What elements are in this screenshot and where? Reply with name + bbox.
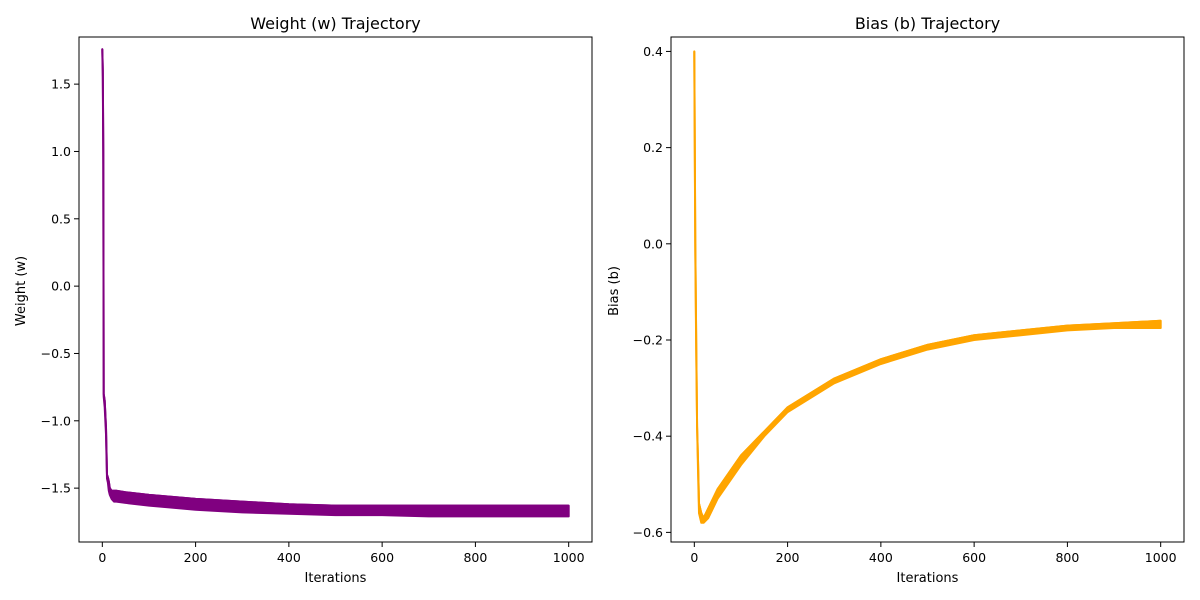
y-tick-label-bias: 0.0 — [643, 236, 663, 251]
x-tick-label-weight: 600 — [370, 550, 394, 565]
series-band-weight — [101, 48, 570, 518]
y-tick-label-bias: 0.4 — [643, 44, 663, 59]
chart-title-bias: Bias (b) Trajectory — [855, 14, 1000, 33]
y-tick-label-weight: −0.5 — [41, 346, 71, 361]
x-tick-label-weight: 1000 — [553, 550, 585, 565]
y-axis-label-weight: Weight (w) — [14, 256, 29, 326]
x-tick-label-weight: 800 — [463, 550, 487, 565]
plot-area-bias: 0 200 400 600 800 1000 −0.6 −0.4 −0.2 0.0 0.2 0.4 — [633, 36, 1185, 565]
x-tick-label-bias: 0 — [690, 550, 698, 565]
x-tick-label-bias: 200 — [776, 550, 800, 565]
y-tick-label-weight: 0.0 — [51, 279, 71, 294]
y-tick-label-weight: −1.0 — [41, 413, 71, 428]
plot-area-weight: 0 200 400 600 800 1000 −1.5 −1.0 −0.5 0.0 0.5 1.0 1.… — [41, 36, 593, 565]
x-tick-label-bias: 1000 — [1145, 550, 1177, 565]
y-tick-label-bias: −0.2 — [633, 333, 663, 348]
y-tick-label-weight: 1.0 — [51, 144, 71, 159]
x-tick-label-bias: 600 — [962, 550, 986, 565]
x-axis-label-bias: Iterations — [897, 571, 959, 586]
x-tick-label-weight: 0 — [98, 550, 106, 565]
y-tick-label-bias: 0.2 — [643, 140, 663, 155]
y-tick-label-bias: −0.4 — [633, 429, 663, 444]
chart-title-weight: Weight (w) Trajectory — [250, 14, 420, 33]
series-line-bias — [693, 51, 1161, 521]
y-tick-label-weight: 0.5 — [51, 211, 71, 226]
x-tick-label-bias: 800 — [1055, 550, 1079, 565]
chart-weight-trajectory: Weight (w) Trajectory Iterations Weight … — [14, 14, 593, 586]
x-tick-label-weight: 200 — [184, 550, 208, 565]
axes-frame-bias — [670, 36, 1185, 543]
y-tick-label-bias: −0.6 — [633, 525, 663, 540]
series-line-weight — [101, 49, 569, 507]
series-band-bias — [693, 50, 1162, 524]
y-axis-label-bias: Bias (b) — [607, 266, 622, 316]
y-tick-label-weight: −1.5 — [41, 481, 71, 496]
y-tick-label-weight: 1.5 — [51, 77, 71, 92]
x-tick-label-bias: 400 — [869, 550, 893, 565]
chart-bias-trajectory: Bias (b) Trajectory Iterations Bias (b) … — [607, 14, 1185, 586]
axes-frame-weight — [78, 36, 593, 543]
x-tick-label-weight: 400 — [277, 550, 301, 565]
x-axis-label-weight: Iterations — [305, 571, 367, 586]
